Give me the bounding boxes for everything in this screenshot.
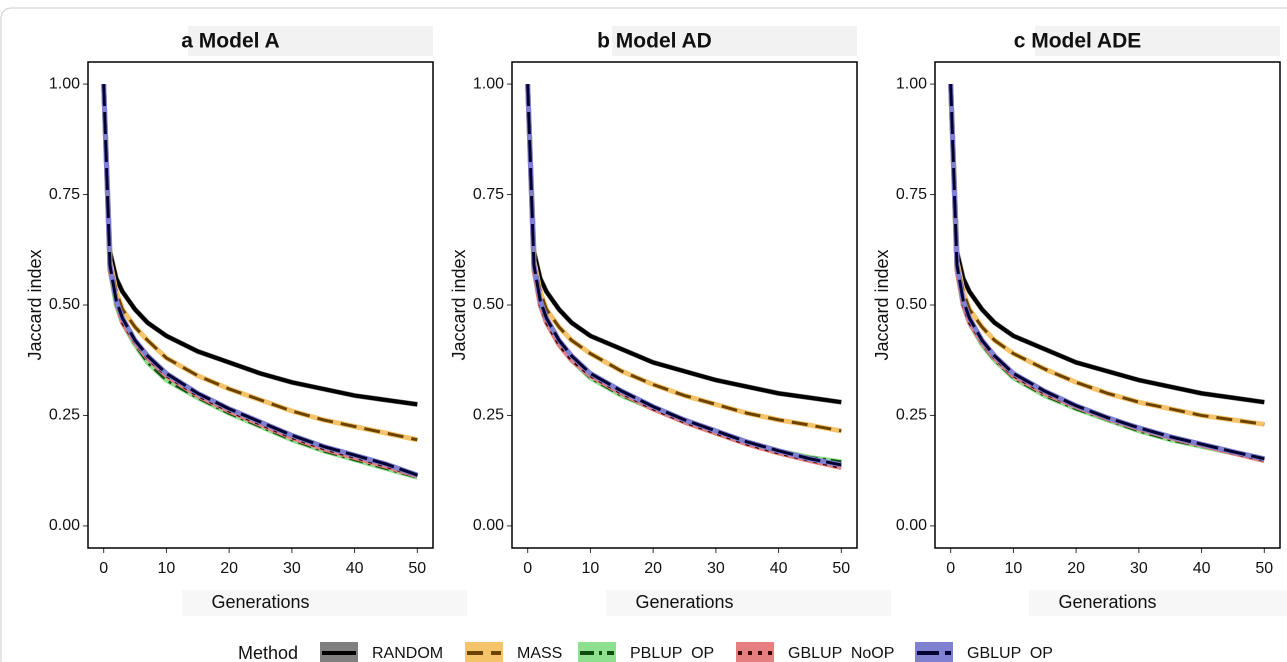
x-tick-label: 50 bbox=[408, 560, 426, 577]
x-tick-label: 30 bbox=[283, 560, 301, 577]
plot-frame bbox=[511, 61, 858, 549]
xlabel-strip bbox=[606, 590, 891, 616]
series-line-under bbox=[525, 84, 842, 471]
y-axis-title: Jaccard index bbox=[449, 249, 469, 360]
series-line bbox=[102, 84, 418, 477]
panel-title: c Model ADE bbox=[1014, 30, 1142, 53]
series-line-under bbox=[101, 84, 418, 480]
y-tick-label: 0.25 bbox=[473, 407, 504, 424]
series-line bbox=[526, 84, 842, 470]
series-line-under bbox=[525, 84, 842, 468]
legend-label: GBLUP NoOP bbox=[788, 645, 894, 662]
xlabel-strip bbox=[1029, 590, 1287, 616]
x-tick-label: 20 bbox=[1067, 560, 1085, 577]
series-line bbox=[949, 84, 1265, 461]
x-tick-label: 20 bbox=[220, 560, 238, 577]
plot-frame bbox=[934, 61, 1281, 549]
x-axis-title: Generations bbox=[635, 592, 733, 612]
plot-frame bbox=[87, 61, 434, 549]
y-axis-title: Jaccard index bbox=[872, 249, 892, 360]
y-tick-label: 1.00 bbox=[473, 75, 504, 92]
x-tick-label: 10 bbox=[1005, 560, 1023, 577]
y-tick-label: 0.50 bbox=[896, 296, 927, 313]
x-tick-label: 40 bbox=[1193, 560, 1211, 577]
legend-key bbox=[736, 642, 774, 662]
series-line-under bbox=[525, 84, 842, 434]
y-tick-label: 0.00 bbox=[49, 517, 80, 534]
series-line-under bbox=[948, 83, 1265, 405]
y-tick-label: 0.50 bbox=[473, 296, 504, 313]
x-tick-label: 20 bbox=[644, 560, 662, 577]
x-tick-label: 50 bbox=[1255, 560, 1273, 577]
series-line bbox=[525, 84, 842, 405]
x-tick-label: 30 bbox=[1130, 560, 1148, 577]
x-tick-label: 10 bbox=[158, 560, 176, 577]
y-tick-label: 0.75 bbox=[49, 186, 80, 203]
series-line bbox=[949, 84, 1265, 426]
legend-label: RANDOM bbox=[372, 645, 443, 662]
series-line bbox=[101, 84, 418, 407]
series-line bbox=[102, 84, 418, 442]
y-tick-label: 1.00 bbox=[896, 75, 927, 92]
figure-frame bbox=[0, 7, 1287, 662]
series-line-under bbox=[948, 84, 1265, 462]
series-line-under bbox=[101, 84, 419, 479]
y-tick-label: 0.25 bbox=[896, 407, 927, 424]
y-tick-label: 0.50 bbox=[49, 296, 80, 313]
legend-label: MASS bbox=[517, 645, 562, 662]
series-line bbox=[948, 84, 1265, 405]
x-tick-label: 0 bbox=[99, 560, 108, 577]
panel-title: a Model A bbox=[181, 30, 279, 53]
title-strip bbox=[188, 26, 433, 56]
series-line-under bbox=[101, 84, 419, 478]
y-tick-label: 1.00 bbox=[49, 75, 80, 92]
legend-key bbox=[578, 642, 616, 662]
x-tick-label: 30 bbox=[707, 560, 725, 577]
x-axis-title: Generations bbox=[1058, 592, 1156, 612]
series-line bbox=[526, 84, 842, 467]
y-tick-label: 0.75 bbox=[473, 186, 504, 203]
x-tick-label: 10 bbox=[582, 560, 600, 577]
panel-title: b Model AD bbox=[597, 30, 712, 53]
xlabel-strip bbox=[182, 590, 467, 616]
x-tick-label: 0 bbox=[523, 560, 532, 577]
legend-key bbox=[465, 642, 503, 662]
x-tick-label: 40 bbox=[346, 560, 364, 577]
series-line bbox=[949, 84, 1265, 461]
y-tick-label: 0.00 bbox=[473, 517, 504, 534]
x-axis-title: Generations bbox=[211, 592, 309, 612]
series-line-under bbox=[948, 84, 1265, 462]
legend-title: Method bbox=[238, 643, 298, 662]
series-line-under bbox=[525, 83, 842, 405]
legend-label: PBLUP OP bbox=[630, 645, 714, 662]
series-line-under bbox=[525, 84, 842, 465]
legend-label: GBLUP OP bbox=[967, 645, 1053, 662]
series-line bbox=[526, 84, 842, 464]
series-line-under bbox=[948, 84, 1265, 463]
y-tick-label: 0.00 bbox=[896, 517, 927, 534]
series-line bbox=[526, 84, 842, 433]
x-tick-label: 50 bbox=[832, 560, 850, 577]
y-tick-label: 0.25 bbox=[49, 407, 80, 424]
y-tick-label: 0.75 bbox=[896, 186, 927, 203]
title-strip bbox=[1035, 26, 1280, 56]
series-line bbox=[102, 84, 418, 479]
series-line bbox=[102, 84, 418, 478]
y-axis-title: Jaccard index bbox=[25, 249, 45, 360]
series-line bbox=[949, 84, 1265, 462]
series-line-under bbox=[101, 84, 418, 443]
x-tick-label: 40 bbox=[770, 560, 788, 577]
title-strip bbox=[612, 26, 857, 56]
x-tick-label: 0 bbox=[946, 560, 955, 577]
